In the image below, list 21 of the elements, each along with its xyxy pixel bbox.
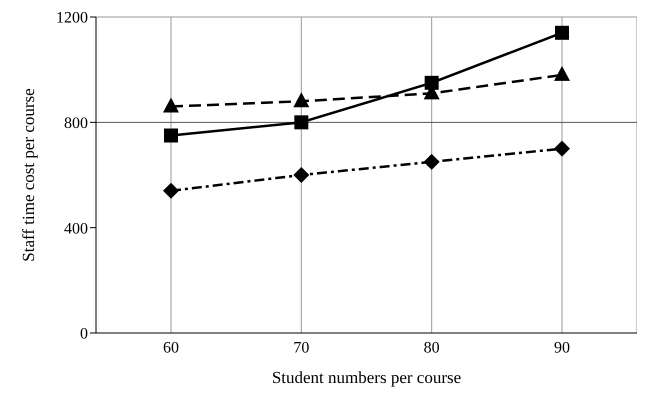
x-tick-label: 60 <box>163 339 179 356</box>
y-tick-label: 400 <box>64 220 88 238</box>
point <box>163 98 179 113</box>
point <box>293 167 310 183</box>
y-tick-label: 800 <box>64 115 88 132</box>
y-tick-label: 0 <box>80 326 88 343</box>
point <box>554 66 570 81</box>
point <box>294 115 308 130</box>
y-axis-title: Staff time cost per course <box>19 88 38 262</box>
point <box>424 154 440 170</box>
point <box>555 26 569 40</box>
point <box>554 140 570 157</box>
point <box>164 128 178 142</box>
x-tick-label: 80 <box>424 339 440 356</box>
x-tick-label: 70 <box>293 339 310 356</box>
point <box>424 76 439 90</box>
y-tick-label: 1200 <box>56 10 88 27</box>
x-axis-title: Student numbers per course <box>272 368 462 387</box>
x-tick-label: 90 <box>554 339 570 356</box>
point <box>163 182 179 199</box>
point <box>293 92 310 108</box>
